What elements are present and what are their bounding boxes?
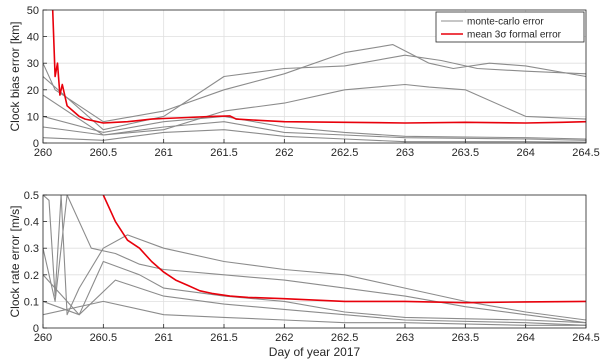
y-tick-label: 20 [27, 85, 39, 97]
series-line-monte-carlo [43, 44, 586, 123]
x-tick-label: 262.5 [331, 147, 359, 159]
series-line-formal-error [102, 195, 586, 304]
legend-label: mean 3σ formal error [467, 30, 562, 41]
legend: monte-carlo error mean 3σ formal error [435, 11, 585, 43]
series-line-monte-carlo [43, 129, 586, 143]
y-tick-label: 0.1 [24, 296, 39, 308]
y-tick-label: 10 [27, 111, 39, 123]
series-line-monte-carlo [43, 195, 586, 321]
x-tick-label: 262 [275, 332, 293, 344]
y-tick-label: 0 [33, 138, 39, 150]
x-tick-label: 262.5 [331, 332, 359, 344]
x-tick-label: 262 [275, 147, 293, 159]
series-line-monte-carlo [43, 260, 586, 324]
y-axis-label: Clock bias error [km] [8, 21, 22, 131]
y-tick-label: 0.5 [24, 190, 39, 202]
x-tick-label: 260 [34, 332, 52, 344]
x-tick-label: 261.5 [210, 332, 238, 344]
y-tick-label: 40 [27, 32, 39, 44]
panel-rate: 260 260.5 261 261.5 262 262.5 263 263.5 264 264.5… [8, 190, 600, 359]
x-tick-label: 260.5 [90, 332, 118, 344]
y-tick-label: 0 [33, 323, 39, 335]
series-lines [43, 10, 586, 143]
x-tick-label: 261 [154, 332, 172, 344]
x-tick-label: 263 [396, 332, 414, 344]
series-line-formal-error [51, 10, 586, 124]
series-line-monte-carlo [43, 54, 586, 131]
y-tick-label: 0.4 [24, 217, 39, 229]
series-line-monte-carlo [43, 279, 586, 326]
series-line-monte-carlo [43, 300, 586, 326]
x-tick-label: 263.5 [452, 332, 480, 344]
axes-box [42, 9, 587, 144]
x-tick-label: 260 [34, 147, 52, 159]
x-tick-label: 264 [516, 332, 534, 344]
x-tick-label: 261.5 [210, 147, 238, 159]
x-tick-label: 263.5 [452, 147, 480, 159]
y-tick-label: 30 [27, 58, 39, 70]
x-tick-label: 264.5 [572, 147, 600, 159]
x-tick-label: 263 [396, 147, 414, 159]
axes-box [42, 194, 587, 329]
series-lines [43, 195, 586, 326]
panel-bias: 260 260.5 261 261.5 262 262.5 263 263.5 264 264.5… [8, 5, 600, 159]
series-line-monte-carlo [43, 195, 586, 324]
x-tick-label: 261 [154, 147, 172, 159]
series-line-monte-carlo [43, 115, 586, 140]
y-tick-label: 50 [27, 5, 39, 17]
y-axis-label: Clock rate error [m/s] [8, 205, 22, 317]
x-tick-label: 264.5 [572, 332, 600, 344]
y-tick-label: 0.3 [24, 243, 39, 255]
x-tick-label: 264 [516, 147, 534, 159]
x-axis-label: Day of year 2017 [269, 345, 361, 359]
x-tick-label: 260.5 [90, 147, 118, 159]
y-tick-label: 0.2 [24, 270, 39, 282]
legend-label: monte-carlo error [467, 17, 544, 28]
legend-box [435, 11, 585, 43]
series-line-monte-carlo [43, 121, 586, 141]
series-line-monte-carlo [43, 83, 586, 136]
